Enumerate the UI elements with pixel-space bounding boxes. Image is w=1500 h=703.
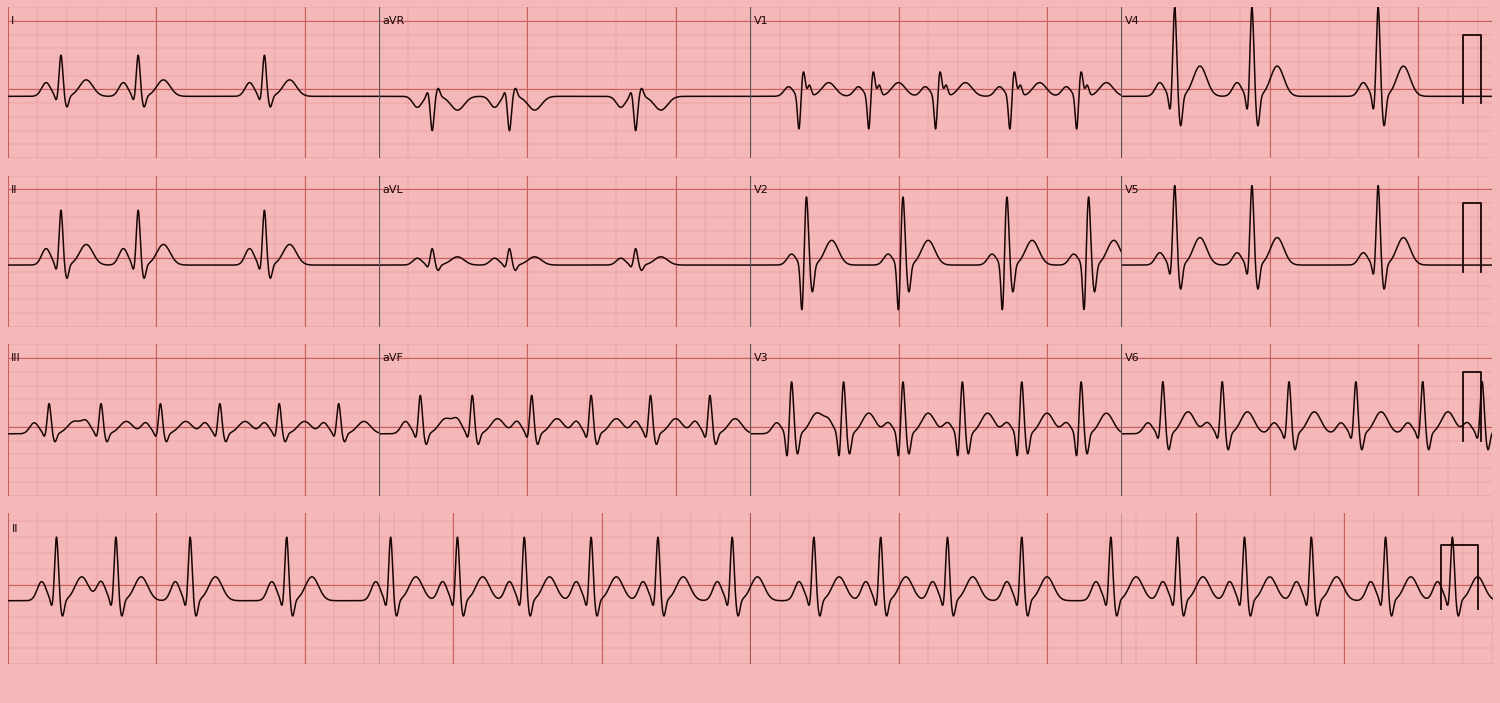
Text: aVR: aVR [382, 16, 405, 26]
Text: V1: V1 [753, 16, 768, 26]
Text: III: III [10, 354, 21, 363]
Text: V3: V3 [753, 354, 768, 363]
Text: V6: V6 [1125, 354, 1140, 363]
Text: I: I [10, 16, 15, 26]
Text: V4: V4 [1125, 16, 1140, 26]
Text: II: II [12, 524, 18, 534]
Text: V5: V5 [1125, 185, 1140, 195]
Text: II: II [10, 185, 18, 195]
Text: aVF: aVF [382, 354, 404, 363]
Text: V2: V2 [753, 185, 768, 195]
Text: aVL: aVL [382, 185, 404, 195]
